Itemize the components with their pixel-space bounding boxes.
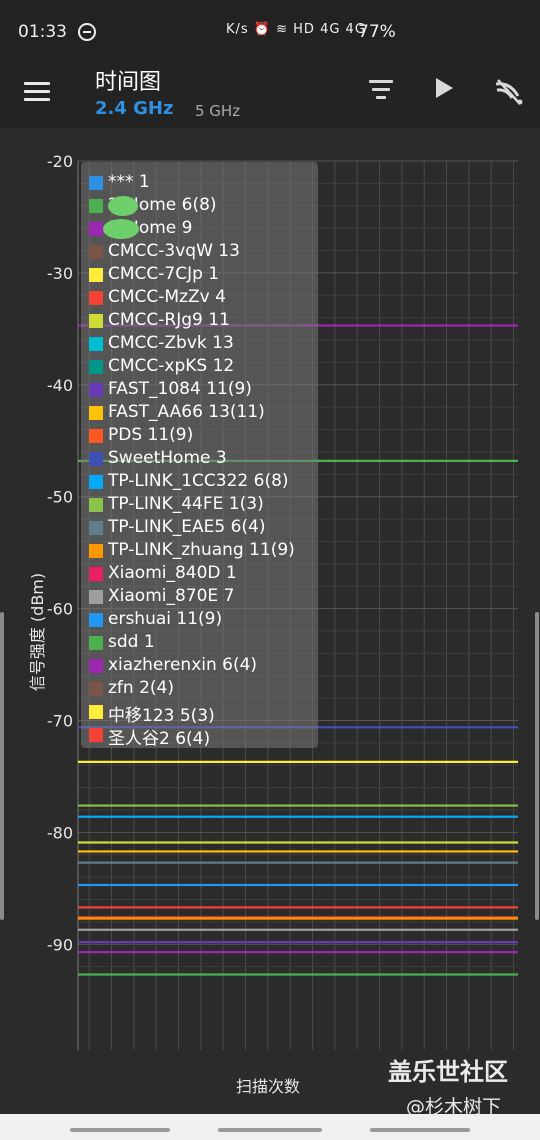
scrollbar-right[interactable] bbox=[535, 612, 539, 920]
legend-label: Xiaomi_870E 7 bbox=[108, 586, 235, 606]
play-icon[interactable] bbox=[436, 78, 453, 98]
y-axis-title: 信号强度 (dBm) bbox=[28, 572, 47, 692]
legend-swatch bbox=[89, 314, 103, 328]
legend-swatch bbox=[89, 636, 103, 650]
nav-home-button[interactable] bbox=[218, 1128, 322, 1132]
navigation-bar bbox=[0, 1114, 540, 1140]
legend-swatch bbox=[89, 337, 103, 351]
legend-swatch bbox=[89, 567, 103, 581]
privacy-blur-1 bbox=[108, 196, 138, 216]
legend-swatch bbox=[89, 659, 103, 673]
y-tick-label: -20 bbox=[47, 152, 73, 171]
y-tick-label: -50 bbox=[47, 488, 73, 507]
legend-swatch bbox=[89, 498, 103, 512]
legend-label: CMCC-xpKS 12 bbox=[108, 356, 235, 376]
legend-swatch bbox=[89, 475, 103, 489]
nav-back-button[interactable] bbox=[370, 1128, 470, 1132]
legend-swatch bbox=[89, 521, 103, 535]
legend-label: sdd 1 bbox=[108, 632, 155, 652]
menu-icon[interactable] bbox=[24, 82, 50, 102]
legend-label: CMCC-RJg9 11 bbox=[108, 310, 230, 330]
wifi-scan-icon[interactable] bbox=[494, 76, 524, 106]
legend-label: TP-LINK_44FE 1(3) bbox=[108, 494, 264, 514]
scrollbar-left[interactable] bbox=[0, 612, 4, 920]
privacy-blur-2 bbox=[103, 219, 139, 239]
y-tick-label: -80 bbox=[47, 823, 73, 842]
legend-swatch bbox=[89, 613, 103, 627]
page-title: 时间图 bbox=[95, 70, 162, 95]
legend-swatch bbox=[89, 176, 103, 190]
legend-swatch bbox=[89, 406, 103, 420]
legend-label: CMCC-3vqW 13 bbox=[108, 241, 240, 261]
y-tick-label: -70 bbox=[47, 712, 73, 731]
legend-label: 圣人谷2 6(4) bbox=[108, 729, 211, 749]
legend-label: CMCC-MzZv 4 bbox=[108, 287, 226, 307]
legend-swatch bbox=[89, 199, 103, 213]
tab-2-4-ghz[interactable]: 2.4 GHz bbox=[95, 98, 174, 119]
legend-label: Xiaomi_840D 1 bbox=[108, 563, 237, 583]
legend-label: CMCC-7CJp 1 bbox=[108, 264, 220, 284]
app-bar: 时间图 2.4 GHz 5 GHz bbox=[0, 58, 540, 128]
legend-swatch bbox=[89, 682, 103, 696]
legend-label: 中移123 5(3) bbox=[108, 706, 215, 726]
legend-swatch bbox=[89, 590, 103, 604]
legend-swatch bbox=[89, 222, 103, 236]
chart-legend: *** 1 ??Home 6(8) ??Home 9 CMCC-3vqW 13 CMCC… bbox=[81, 162, 318, 749]
status-bar: 01:33 K/s ⏰ ≋ HD 4G 4G 77% bbox=[0, 0, 540, 58]
status-time: 01:33 bbox=[18, 22, 67, 42]
legend-swatch bbox=[89, 360, 103, 374]
legend-swatch bbox=[89, 429, 103, 443]
filter-icon[interactable] bbox=[368, 80, 394, 102]
legend-swatch bbox=[89, 452, 103, 466]
legend-label: CMCC-Zbvk 13 bbox=[108, 333, 234, 353]
legend-swatch bbox=[89, 705, 103, 719]
legend-label: FAST_1084 11(9) bbox=[108, 379, 252, 399]
x-axis-title: 扫描次数 bbox=[236, 1077, 301, 1096]
status-icons: K/s ⏰ ≋ HD 4G 4G bbox=[226, 22, 366, 37]
tab-5-ghz[interactable]: 5 GHz bbox=[195, 102, 241, 120]
y-tick-label: -90 bbox=[47, 935, 73, 954]
do-not-disturb-icon bbox=[78, 23, 96, 41]
legend-swatch bbox=[89, 291, 103, 305]
legend-label: TP-LINK_zhuang 11(9) bbox=[108, 540, 295, 560]
legend-swatch bbox=[89, 268, 103, 282]
legend-label: TP-LINK_1CC322 6(8) bbox=[108, 471, 289, 491]
legend-swatch bbox=[89, 245, 103, 259]
battery-level: 77% bbox=[358, 22, 396, 42]
legend-label: xiazherenxin 6(4) bbox=[108, 655, 258, 675]
legend-label: PDS 11(9) bbox=[108, 425, 194, 445]
legend-label: FAST_AA66 13(11) bbox=[108, 402, 265, 422]
y-tick-label: -30 bbox=[47, 264, 73, 283]
legend-swatch bbox=[89, 728, 103, 742]
legend-label: TP-LINK_EAE5 6(4) bbox=[108, 517, 266, 537]
y-tick-label: -60 bbox=[47, 600, 73, 619]
legend-label: zfn 2(4) bbox=[108, 678, 174, 698]
legend-swatch bbox=[89, 544, 103, 558]
legend-label: *** 1 bbox=[108, 172, 150, 192]
y-tick-label: -40 bbox=[47, 376, 73, 395]
nav-recents-button[interactable] bbox=[70, 1128, 170, 1132]
legend-swatch bbox=[89, 383, 103, 397]
legend-label: SweetHome 3 bbox=[108, 448, 227, 468]
legend-label: ershuai 11(9) bbox=[108, 609, 223, 629]
watermark-subtitle: @杉木树下 bbox=[406, 1096, 502, 1118]
watermark-title: 盖乐世社区 bbox=[388, 1058, 508, 1086]
